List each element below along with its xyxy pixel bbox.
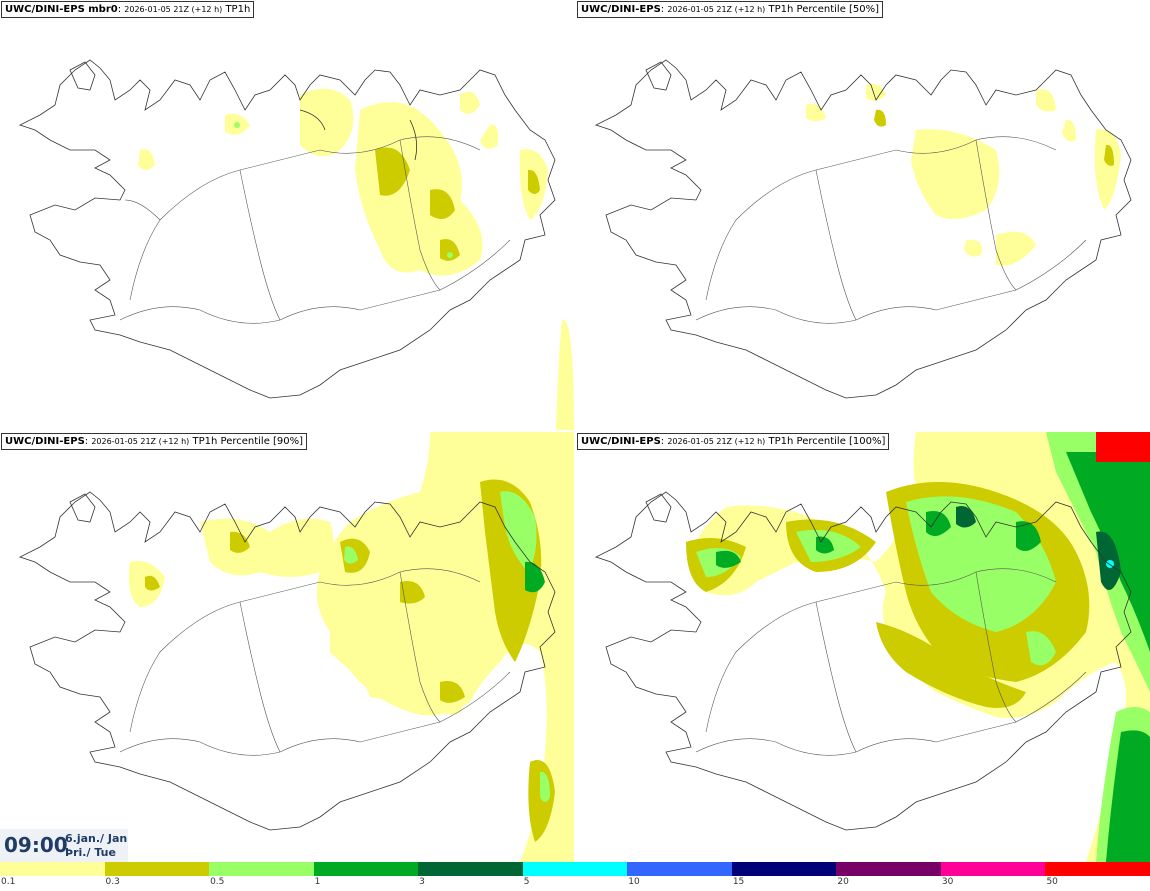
panel-field: TP1h Percentile [100%]: [768, 436, 886, 447]
precip-shading: [806, 83, 1121, 266]
valid-date-line1: 6.jan./ Jan: [65, 832, 128, 845]
precip-shading: [128, 432, 574, 862]
color-scale-label: 0.5: [210, 877, 225, 887]
color-scale-swatch: [1045, 862, 1150, 876]
panel-field: TP1h Percentile [50%]: [768, 4, 880, 15]
map-panel-member0: UWC/DINI-EPS mbr0: 2026-01-05 21Z (+12 h…: [0, 0, 574, 430]
panel-title: UWC/DINI-EPS: 2026-01-05 21Z (+12 h) TP1…: [577, 433, 890, 450]
panel-field: TP1h: [225, 4, 251, 15]
valid-time-clock: 09:00: [4, 833, 68, 857]
road-network: [695, 568, 1087, 756]
panel-run: 2026-01-05 21Z (+12 h): [91, 437, 190, 446]
color-scale-swatch: [209, 862, 314, 876]
panel-model: UWC/DINI-EPS: [581, 436, 661, 447]
panel-run: 2026-01-05 21Z (+12 h): [667, 5, 766, 14]
map-panel-p100: UWC/DINI-EPS: 2026-01-05 21Z (+12 h) TP1…: [576, 432, 1150, 862]
map-panel-p90: UWC/DINI-EPS: 2026-01-05 21Z (+12 h) TP1…: [0, 432, 574, 862]
color-scale-label: 10: [628, 877, 640, 887]
panel-model: UWC/DINI-EPS: [5, 436, 85, 447]
valid-date-line2: Þri./ Tue: [65, 846, 116, 859]
panel-title: UWC/DINI-EPS mbr0: 2026-01-05 21Z (+12 h…: [1, 1, 255, 18]
color-scale-label: 15: [732, 877, 745, 887]
valid-time-box: 09:00 6.jan./ Jan Þri./ Tue: [0, 829, 128, 862]
color-scale-label: 30: [941, 877, 954, 887]
precip-map: [18, 432, 574, 862]
iceland-coastline: [18, 491, 556, 831]
color-scale-swatch: [418, 862, 523, 876]
panel-title: UWC/DINI-EPS: 2026-01-05 21Z (+12 h) TP1…: [577, 1, 884, 18]
color-scale-swatch: [836, 862, 941, 876]
panel-title: UWC/DINI-EPS: 2026-01-05 21Z (+12 h) TP1…: [1, 433, 308, 450]
color-scale-label: 20: [837, 877, 849, 887]
color-scale-label: 3: [419, 877, 425, 887]
color-scale-label: 0.1: [1, 877, 16, 887]
color-scale-labels: 0.1 0.3 0.5 1 3 5 10 15 20 30 50: [0, 876, 1150, 891]
color-scale-label: 50: [1046, 877, 1058, 887]
iceland-coastline: [18, 59, 556, 399]
color-scale-label: 5: [523, 877, 530, 887]
road-network: [119, 568, 511, 756]
precip-map: [594, 59, 1132, 399]
color-scale-bar: [0, 862, 1150, 876]
color-scale-swatch: [522, 862, 628, 876]
color-scale-swatch: [104, 862, 210, 876]
color-scale-label: 0.3: [105, 877, 120, 887]
panel-field: TP1h Percentile [90%]: [192, 436, 304, 447]
map-panel-p50: UWC/DINI-EPS: 2026-01-05 21Z (+12 h) TP1…: [576, 0, 1150, 430]
color-scale-swatch: [0, 862, 105, 876]
panel-run: 2026-01-05 21Z (+12 h): [667, 437, 766, 446]
panel-run: 2026-01-05 21Z (+12 h): [124, 5, 223, 14]
color-scale-swatch: [731, 862, 837, 876]
panel-model: UWC/DINI-EPS mbr0: [5, 4, 118, 15]
panel-model: UWC/DINI-EPS: [581, 4, 661, 15]
precip-shading: [138, 88, 574, 430]
color-scale-swatch: [313, 862, 419, 876]
iceland-coastline: [594, 491, 1132, 831]
precip-map: [594, 432, 1150, 862]
color-scale-swatch: [940, 862, 1046, 876]
precip-map: [18, 59, 574, 430]
precip-shading: [686, 432, 1150, 862]
road-network: [119, 136, 511, 324]
iceland-coastline: [594, 59, 1132, 399]
color-scale-swatch: [627, 862, 732, 876]
road-network: [695, 136, 1087, 324]
color-scale-label: 1: [314, 877, 321, 887]
